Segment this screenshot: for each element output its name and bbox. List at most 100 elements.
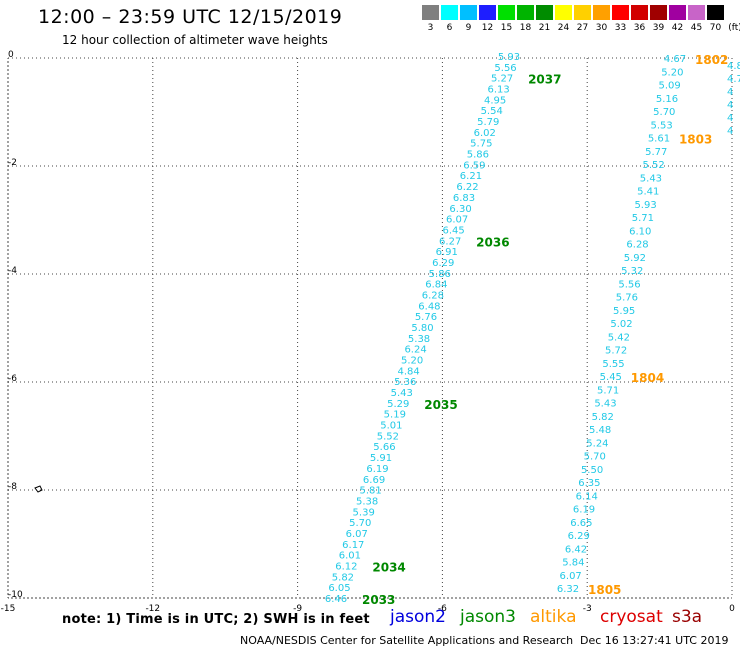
scale-swatch xyxy=(536,5,553,20)
altika-wave-height: 5.72 xyxy=(605,346,627,357)
island-outline xyxy=(34,485,43,493)
scale-swatch xyxy=(631,5,648,20)
jason3-wave-height: 6.24 xyxy=(404,345,426,356)
jason3-wave-height: 6.19 xyxy=(366,464,388,475)
y-tick-label: -6 xyxy=(8,374,17,384)
altika-wave-height: 5.70 xyxy=(584,452,606,463)
edge-wave-height: 4 xyxy=(727,113,733,124)
jason3-wave-height: 5.52 xyxy=(377,431,399,442)
jason3-time-label: 2034 xyxy=(372,560,405,574)
x-tick-label: 0 xyxy=(729,604,735,614)
altika-wave-height: 5.42 xyxy=(608,332,630,343)
jason3-wave-height: 5.38 xyxy=(356,496,378,507)
altika-wave-height: 5.41 xyxy=(637,187,659,198)
scale-swatch xyxy=(498,5,515,20)
jason3-wave-height: 6.59 xyxy=(463,160,485,171)
altika-wave-height: 5.53 xyxy=(650,120,672,131)
scale-label: 30 xyxy=(595,23,608,33)
jason3-time-label: 2035 xyxy=(424,398,457,412)
scale-swatch xyxy=(707,5,724,20)
scale-label: 21 xyxy=(538,23,551,33)
jason3-wave-height: 5.66 xyxy=(373,442,395,453)
scale-label: 42 xyxy=(671,23,684,33)
jason3-wave-height: 6.07 xyxy=(346,529,368,540)
edge-wave-height: 4 xyxy=(727,126,733,137)
jason3-wave-height: 6.83 xyxy=(453,193,475,204)
altika-wave-height: 5.09 xyxy=(659,81,681,92)
jason3-wave-height: 6.48 xyxy=(418,301,440,312)
jason3-wave-height: 5.82 xyxy=(332,572,354,583)
scale-swatch xyxy=(650,5,667,20)
jason3-wave-height: 5.43 xyxy=(391,388,413,399)
scale-swatch xyxy=(441,5,458,20)
scale-swatch xyxy=(555,5,572,20)
map-title: 12:00 – 23:59 UTC 12/15/2019 xyxy=(38,6,343,28)
jason3-wave-height: 5.70 xyxy=(349,518,371,529)
jason3-wave-height: 5.81 xyxy=(359,486,381,497)
edge-wave-height: 4 xyxy=(727,87,733,98)
mission-cryosat: cryosat xyxy=(600,607,663,627)
x-tick-label: -12 xyxy=(145,604,160,614)
scale-swatch xyxy=(479,5,496,20)
scale-label: 6 xyxy=(446,23,453,33)
jason3-wave-height: 5.54 xyxy=(481,106,503,117)
jason3-wave-height: 5.91 xyxy=(370,453,392,464)
altika-wave-height: 4.67 xyxy=(664,54,686,65)
altika-wave-height: 5.84 xyxy=(562,558,584,569)
jason3-wave-height: 6.69 xyxy=(363,475,385,486)
jason3-wave-height: 5.19 xyxy=(384,410,406,421)
scale-swatch xyxy=(612,5,629,20)
altika-wave-height: 6.32 xyxy=(557,584,579,595)
jason3-wave-height: 5.20 xyxy=(401,356,423,367)
jason3-wave-height: 6.22 xyxy=(456,182,478,193)
scale-label: 15 xyxy=(500,23,513,33)
y-tick-label: -10 xyxy=(8,590,23,600)
scale-label: 24 xyxy=(557,23,570,33)
jason3-time-label: 2037 xyxy=(528,73,561,87)
jason3-wave-height: 6.02 xyxy=(474,128,496,139)
altika-wave-height: 5.76 xyxy=(616,293,638,304)
scale-label: 3 xyxy=(427,23,434,33)
jason3-wave-height: 6.12 xyxy=(335,561,357,572)
altika-wave-height: 5.56 xyxy=(618,279,640,290)
scale-swatch xyxy=(669,5,686,20)
scale-swatch xyxy=(593,5,610,20)
altika-wave-height: 5.55 xyxy=(602,359,624,370)
edge-wave-height: 4.8 xyxy=(727,61,740,72)
altika-wave-height: 6.35 xyxy=(578,478,600,489)
altika-time-label: 1803 xyxy=(679,133,712,147)
altika-wave-height: 5.02 xyxy=(610,319,632,330)
y-tick-label: -4 xyxy=(8,266,17,276)
jason3-wave-height: 6.29 xyxy=(432,258,454,269)
jason3-wave-height: 6.30 xyxy=(449,204,471,215)
jason3-wave-height: 6.21 xyxy=(460,171,482,182)
altika-time-label: 1805 xyxy=(588,583,621,597)
jason3-wave-height: 5.93 xyxy=(498,52,520,63)
altika-wave-height: 5.43 xyxy=(640,173,662,184)
altika-wave-height: 6.07 xyxy=(560,571,582,582)
scale-swatch xyxy=(517,5,534,20)
jason3-wave-height: 6.01 xyxy=(339,551,361,562)
x-tick-label: -6 xyxy=(438,604,447,614)
altika-wave-height: 5.77 xyxy=(645,147,667,158)
altika-time-label: 1802 xyxy=(695,53,728,67)
jason3-wave-height: 6.91 xyxy=(436,247,458,258)
legend-note: note: 1) Time is in UTC; 2) SWH is in fe… xyxy=(62,612,370,627)
jason3-wave-height: 6.45 xyxy=(443,225,465,236)
jason3-wave-height: 6.17 xyxy=(342,540,364,551)
jason3-wave-height: 6.13 xyxy=(487,85,509,96)
scale-label: 36 xyxy=(633,23,646,33)
altika-wave-height: 5.20 xyxy=(661,67,683,78)
footer-credit: NOAA/NESDIS Center for Satellite Applica… xyxy=(240,634,574,647)
x-tick-label: -9 xyxy=(293,604,302,614)
altika-wave-height: 6.29 xyxy=(568,531,590,542)
jason3-wave-height: 5.27 xyxy=(491,74,513,85)
jason3-wave-height: 6.46 xyxy=(325,594,347,605)
x-tick-label: -15 xyxy=(1,604,16,614)
altika-wave-height: 5.24 xyxy=(586,438,608,449)
y-tick-label: -2 xyxy=(8,158,17,168)
jason3-wave-height: 5.76 xyxy=(415,312,437,323)
jason3-wave-height: 5.75 xyxy=(470,139,492,150)
map-subtitle: 12 hour collection of altimeter wave hei… xyxy=(62,33,328,47)
